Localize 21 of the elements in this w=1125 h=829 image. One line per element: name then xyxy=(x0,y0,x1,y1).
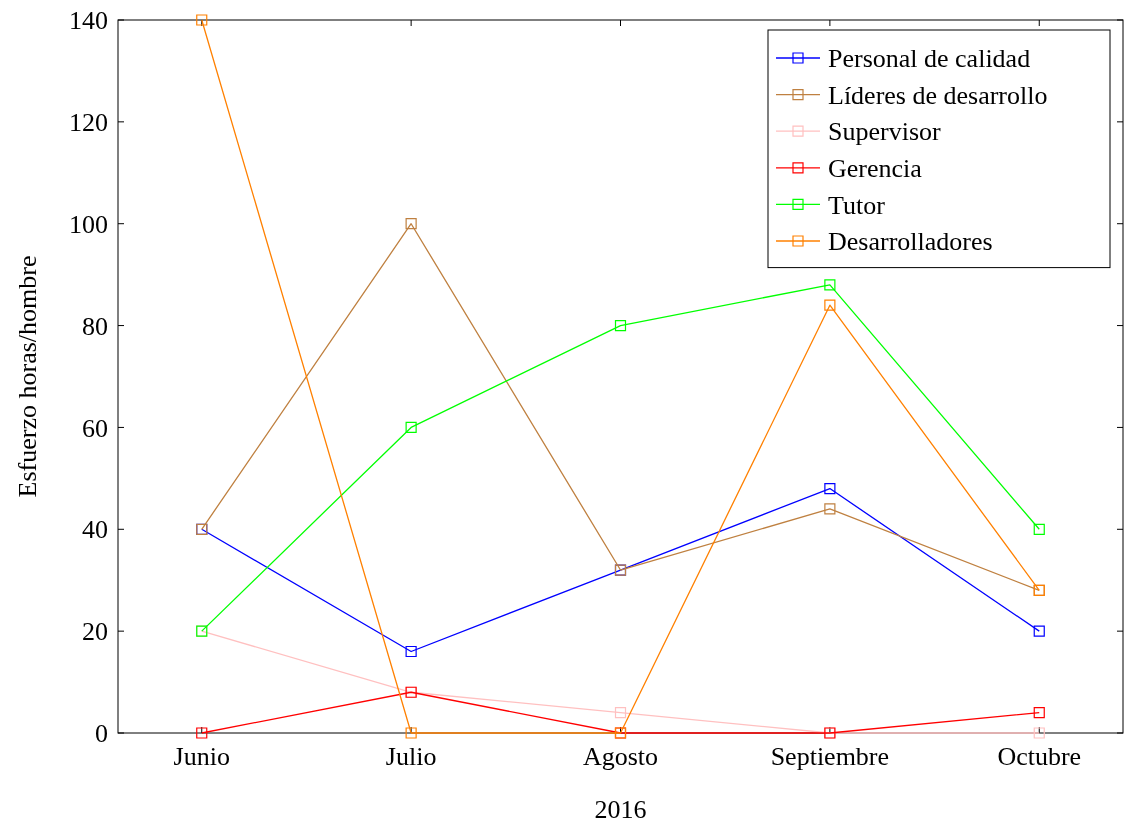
x-tick-label: Octubre xyxy=(997,742,1082,771)
y-tick-label: 80 xyxy=(82,311,108,341)
x-tick-label: Junio xyxy=(173,742,230,771)
legend-label: Supervisor xyxy=(828,117,941,147)
y-tick-label: 20 xyxy=(82,617,108,647)
y-tick-label: 140 xyxy=(69,6,108,36)
x-tick-label: Agosto xyxy=(582,742,659,771)
y-tick-label: 120 xyxy=(69,107,108,137)
y-tick-label: 0 xyxy=(95,719,108,749)
x-axis-title: 2016 xyxy=(594,795,647,824)
x-tick-label: Septiembre xyxy=(770,742,890,771)
x-tick-label: Julio xyxy=(385,742,437,771)
y-tick-label: 60 xyxy=(82,413,108,443)
y-tick-label: 100 xyxy=(69,209,108,239)
legend-label: Líderes de desarrollo xyxy=(828,80,1048,110)
y-axis-title: Esfuerzo horas/hombre xyxy=(13,255,42,498)
legend-label: Personal de calidad xyxy=(828,44,1031,74)
legend-label: Gerencia xyxy=(828,153,923,183)
legend-label: Desarrolladores xyxy=(828,227,993,257)
legend-label: Tutor xyxy=(828,190,886,220)
y-tick-label: 40 xyxy=(82,515,108,545)
